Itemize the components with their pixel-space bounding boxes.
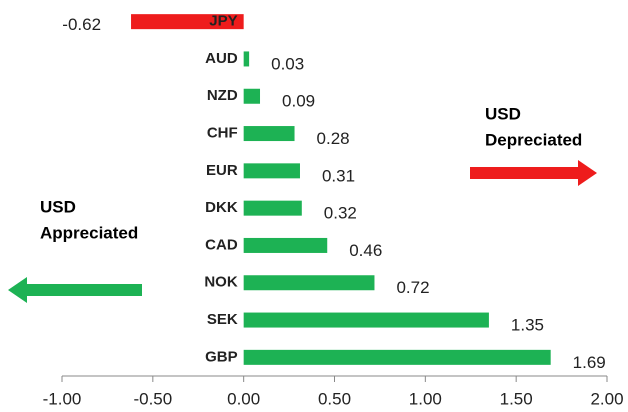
value-label: 0.32	[324, 204, 357, 223]
bar	[243, 163, 300, 179]
cat-label: AUD	[205, 50, 238, 67]
cat-label: NOK	[204, 274, 238, 291]
bar	[243, 88, 261, 104]
cat-label: JPY	[209, 13, 237, 30]
cat-label: CAD	[205, 236, 238, 253]
annotation: USD	[40, 197, 76, 216]
appreciated-arrow	[8, 277, 142, 303]
bar	[243, 312, 489, 328]
bar	[131, 14, 244, 30]
value-label: 1.35	[511, 316, 544, 335]
value-label: 0.28	[317, 129, 350, 148]
annotation: Depreciated	[485, 130, 582, 149]
value-label: 0.03	[271, 54, 304, 73]
bar	[243, 275, 375, 291]
cat-label: EUR	[206, 162, 238, 179]
bar	[243, 237, 328, 253]
value-label: -0.62	[62, 15, 101, 34]
x-tick-label: 0.00	[227, 389, 260, 408]
annotation: USD	[485, 104, 521, 123]
value-label: 0.09	[282, 92, 315, 111]
bar	[243, 349, 551, 365]
cat-label: DKK	[205, 199, 238, 216]
value-label: 0.31	[322, 166, 355, 185]
bar	[243, 126, 295, 142]
x-tick-label: 1.50	[500, 389, 533, 408]
x-tick-label: 0.50	[318, 389, 351, 408]
cat-label: GBP	[205, 348, 238, 365]
bar	[243, 200, 302, 216]
x-tick-label: -1.00	[43, 389, 82, 408]
value-label: 1.69	[573, 353, 606, 372]
cat-label: NZD	[207, 87, 238, 104]
x-tick-label: 2.00	[590, 389, 623, 408]
value-label: 0.46	[349, 241, 382, 260]
depreciated-arrow	[470, 160, 597, 186]
bar	[243, 51, 250, 67]
x-tick-label: 1.00	[409, 389, 442, 408]
cat-label: SEK	[207, 311, 238, 328]
value-label: 0.72	[396, 278, 429, 297]
x-tick-label: -0.50	[133, 389, 172, 408]
cat-label: CHF	[207, 125, 238, 142]
annotation: Appreciated	[40, 223, 138, 242]
